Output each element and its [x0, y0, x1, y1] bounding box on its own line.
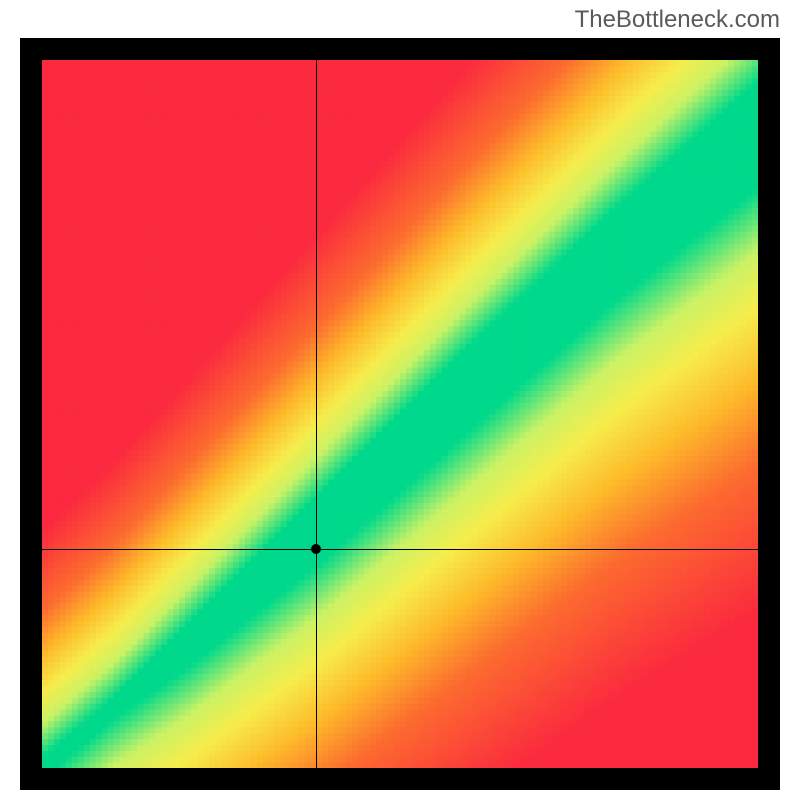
- plot-area: [42, 60, 758, 768]
- watermark-label: TheBottleneck.com: [575, 6, 780, 34]
- crosshair-vertical: [316, 60, 317, 768]
- chart-frame: [20, 38, 780, 790]
- crosshair-horizontal: [42, 549, 758, 550]
- bottleneck-heatmap: [42, 60, 758, 768]
- selection-marker: [311, 544, 321, 554]
